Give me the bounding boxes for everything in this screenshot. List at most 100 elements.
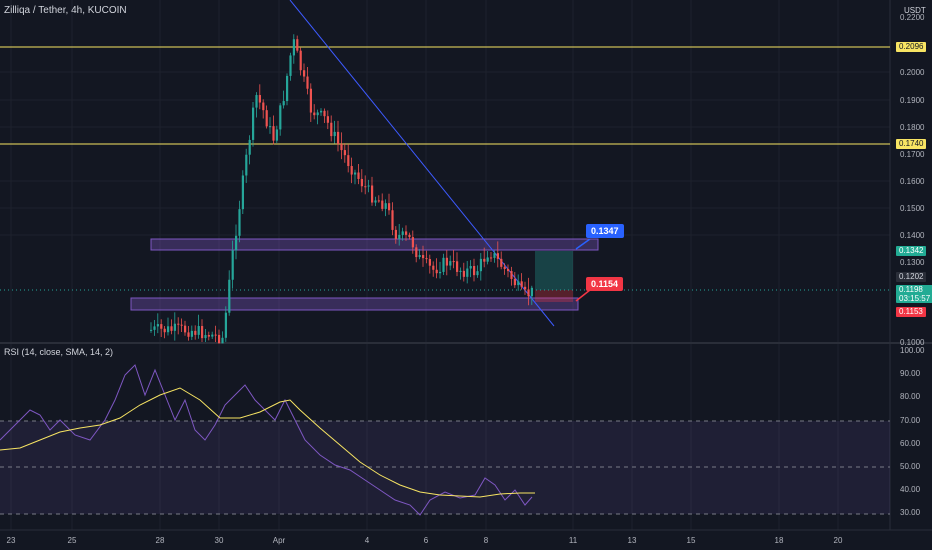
currency-label: USDT	[904, 6, 926, 15]
candle-body	[163, 328, 166, 333]
candle-body	[388, 203, 391, 211]
candle-body	[408, 234, 411, 238]
candle-body	[510, 271, 513, 279]
candle-body	[360, 178, 363, 187]
candle-body	[350, 166, 353, 175]
candle-body	[493, 253, 496, 258]
candle-body	[452, 261, 455, 263]
candle-body	[490, 257, 493, 259]
candle-body	[428, 259, 431, 266]
candle-body	[177, 323, 180, 325]
candle-body	[520, 281, 523, 287]
current-price-value: 0.1198	[899, 285, 923, 294]
time-tick: Apr	[272, 536, 286, 545]
candle-body	[207, 335, 210, 337]
candle-body	[500, 258, 503, 267]
candle-body	[469, 266, 472, 269]
candle-body	[330, 122, 333, 137]
candle-body	[323, 110, 326, 117]
hline-price-tag: 0.1740	[896, 139, 927, 149]
candle-body	[258, 95, 261, 103]
time-tick: 8	[483, 536, 489, 545]
time-tick: 4	[364, 536, 370, 545]
candle-body	[235, 235, 238, 251]
candle-body	[527, 289, 530, 297]
candle-body	[479, 258, 482, 272]
rsi-tick: 90.00	[900, 369, 921, 378]
candle-body	[170, 326, 173, 331]
candle-body	[221, 337, 224, 344]
candle-body	[282, 101, 285, 106]
candle-body	[507, 268, 510, 272]
candle-body	[496, 253, 499, 259]
supply-zone[interactable]	[150, 238, 599, 251]
rsi-ma-line[interactable]	[0, 387, 535, 498]
candle-body	[320, 110, 323, 113]
candle-body	[432, 265, 435, 270]
candle-body	[160, 324, 163, 329]
target-callout[interactable]: 0.1347	[586, 224, 624, 238]
rsi-line[interactable]	[0, 364, 533, 516]
candle-body	[252, 107, 255, 140]
stop-callout[interactable]: 0.1154	[586, 277, 624, 291]
candle-body	[197, 326, 200, 335]
candle-body	[398, 234, 401, 240]
candle-body	[354, 172, 357, 175]
candle-body	[228, 279, 231, 313]
candle-body	[296, 39, 299, 51]
candle-body	[343, 150, 346, 156]
position-profit-area[interactable]	[535, 251, 573, 290]
stop-pointer	[575, 289, 591, 302]
candle-body	[524, 286, 527, 290]
candle-body	[326, 116, 329, 123]
demand-zone[interactable]	[130, 297, 579, 311]
candle-body	[340, 143, 343, 151]
candle-body	[224, 312, 227, 338]
current-price-tag: 0.1198 03:15:57	[896, 285, 932, 303]
candle-body	[187, 332, 190, 337]
candle-body	[462, 270, 465, 277]
candle-body	[201, 326, 204, 339]
symbol-title[interactable]: Zilliqa / Tether, 4h, KUCOIN	[4, 5, 127, 16]
candle-body	[286, 75, 289, 102]
candle-body	[299, 50, 302, 71]
rsi-title[interactable]: RSI (14, close, SMA, 14, 2)	[4, 347, 114, 357]
rsi-tick: 80.00	[900, 392, 921, 401]
candle-body	[167, 326, 170, 333]
candle-body	[211, 334, 214, 337]
price-tick: 0.1600	[900, 177, 925, 186]
candle-body	[313, 112, 316, 116]
candle-body	[513, 278, 516, 286]
candle-body	[483, 258, 486, 262]
candlesticks[interactable]	[150, 34, 533, 344]
candle-body	[333, 131, 336, 137]
candle-body	[275, 129, 278, 141]
candle-body	[184, 325, 187, 333]
candle-body	[190, 330, 193, 337]
stop-price-tag: 0.1153	[896, 307, 926, 317]
time-tick: 6	[423, 536, 429, 545]
candle-body	[476, 271, 479, 276]
bar-countdown: 03:15:57	[899, 294, 931, 303]
candle-body	[401, 231, 404, 235]
price-tick: 0.1800	[900, 123, 925, 132]
last-price-tag: 0.1202	[896, 272, 927, 282]
candle-body	[173, 323, 176, 331]
candle-body	[214, 334, 217, 336]
candle-body	[180, 324, 183, 326]
candle-body	[439, 271, 442, 274]
position-loss-area[interactable]	[535, 290, 573, 302]
rsi-tick: 30.00	[900, 508, 921, 517]
time-tick: 28	[155, 536, 165, 545]
candle-body	[503, 266, 506, 269]
price-tick: 0.1000	[900, 338, 925, 347]
candle-body	[391, 210, 394, 230]
candle-body	[309, 88, 312, 113]
candle-body	[347, 155, 350, 167]
time-tick: 25	[67, 536, 77, 545]
target-pointer	[575, 238, 591, 250]
candle-body	[466, 268, 469, 277]
candle-body	[371, 185, 374, 203]
trendline[interactable]	[289, 0, 555, 327]
